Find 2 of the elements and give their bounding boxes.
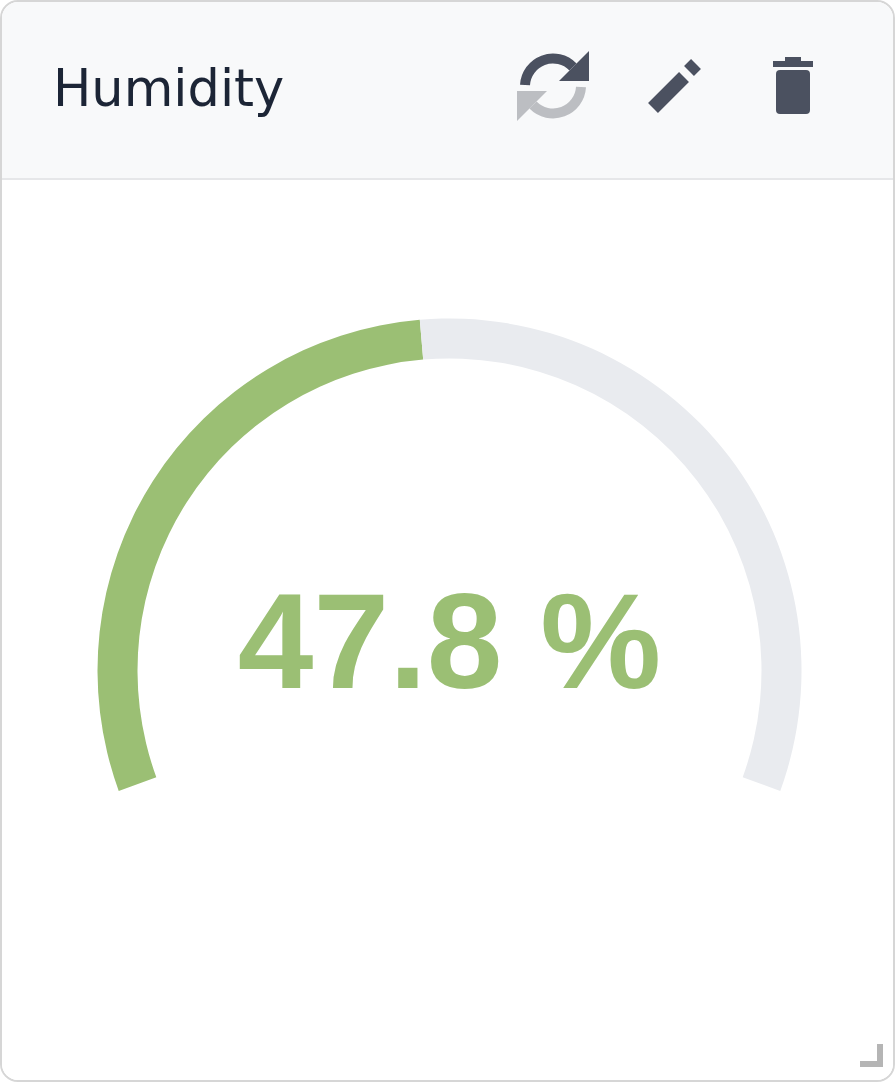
text: 47.8 %	[237, 564, 662, 717]
title: Humidity	[53, 58, 285, 120]
